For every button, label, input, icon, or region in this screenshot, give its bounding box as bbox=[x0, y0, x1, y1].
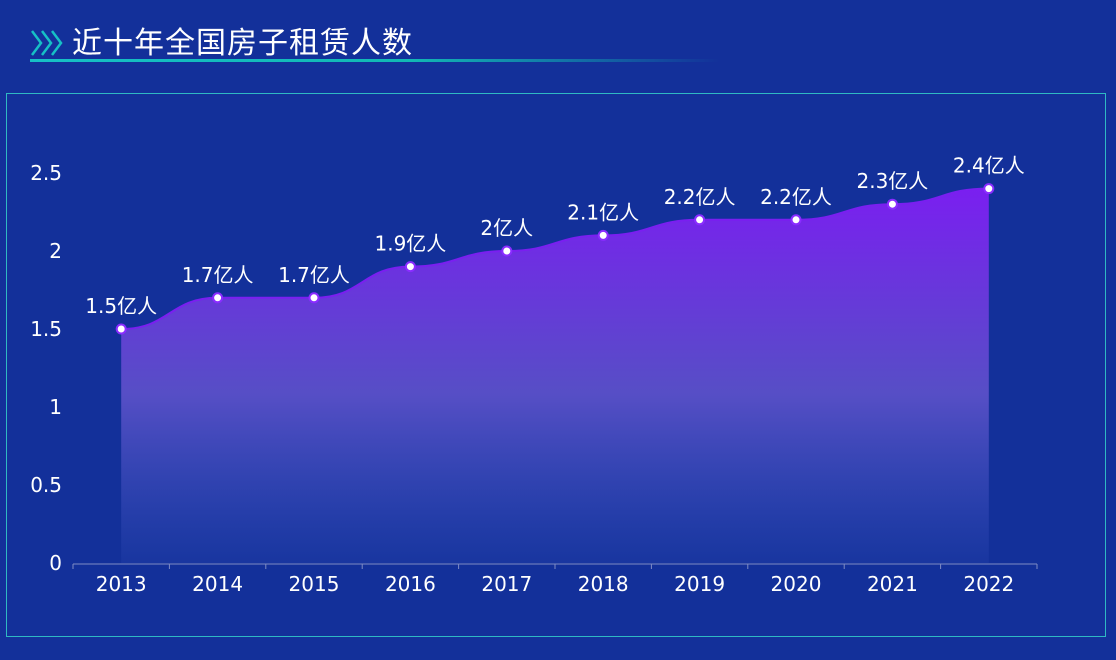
data-label: 2.1亿人 bbox=[567, 200, 639, 224]
data-label: 2.2亿人 bbox=[664, 185, 736, 209]
data-point bbox=[694, 214, 706, 226]
y-tick-label: 1 bbox=[49, 395, 62, 419]
data-label: 1.7亿人 bbox=[182, 263, 254, 287]
y-tick-label: 1.5 bbox=[30, 317, 62, 341]
y-tick-label: 2.5 bbox=[30, 161, 62, 185]
x-tick-label: 2018 bbox=[578, 572, 629, 596]
data-label: 2.2亿人 bbox=[760, 185, 832, 209]
data-point bbox=[983, 183, 995, 195]
y-tick-label: 0.5 bbox=[30, 473, 62, 497]
data-point bbox=[886, 198, 898, 210]
title-underline bbox=[30, 59, 720, 62]
data-point bbox=[790, 214, 802, 226]
data-points bbox=[115, 183, 995, 335]
data-label: 1.5亿人 bbox=[85, 294, 157, 318]
x-tick-label: 2013 bbox=[96, 572, 147, 596]
x-axis: 2013 2014 2015 2016 2017 2018 2019 2020 2021 2022 bbox=[72, 563, 1038, 596]
data-point bbox=[212, 292, 224, 304]
chart-header: 近十年全国房子租赁人数 bbox=[30, 22, 720, 66]
x-tick-label: 2022 bbox=[963, 572, 1014, 596]
data-point bbox=[404, 261, 416, 273]
x-tick-label: 2019 bbox=[674, 572, 725, 596]
data-label: 2.3亿人 bbox=[856, 169, 928, 193]
y-tick-label: 0 bbox=[49, 551, 62, 575]
data-label: 1.9亿人 bbox=[374, 232, 446, 256]
data-label: 2.4亿人 bbox=[953, 154, 1025, 178]
chevrons-icon bbox=[31, 30, 63, 56]
y-axis: 0 0.5 1 1.5 2 2.5 bbox=[30, 161, 62, 575]
x-tick-label: 2016 bbox=[385, 572, 436, 596]
area-series bbox=[121, 188, 989, 563]
x-tick-label: 2015 bbox=[289, 572, 340, 596]
series-line bbox=[121, 187, 989, 330]
data-label: 2亿人 bbox=[480, 216, 533, 240]
data-point bbox=[308, 292, 320, 304]
data-point bbox=[115, 323, 127, 335]
data-point bbox=[501, 245, 513, 257]
x-tick-label: 2020 bbox=[771, 572, 822, 596]
y-tick-label: 2 bbox=[49, 239, 62, 263]
data-point bbox=[597, 229, 609, 241]
x-tick-label: 2021 bbox=[867, 572, 918, 596]
data-labels: 1.5亿人 1.7亿人 1.7亿人 1.9亿人 2亿人 2.1亿人 2.2亿人 2.2亿人 2.… bbox=[85, 154, 1024, 318]
x-tick-label: 2017 bbox=[481, 572, 532, 596]
data-label: 1.7亿人 bbox=[278, 263, 350, 287]
chart-panel bbox=[6, 93, 1106, 637]
chart-title: 近十年全国房子租赁人数 bbox=[72, 26, 413, 61]
x-tick-label: 2014 bbox=[192, 572, 243, 596]
